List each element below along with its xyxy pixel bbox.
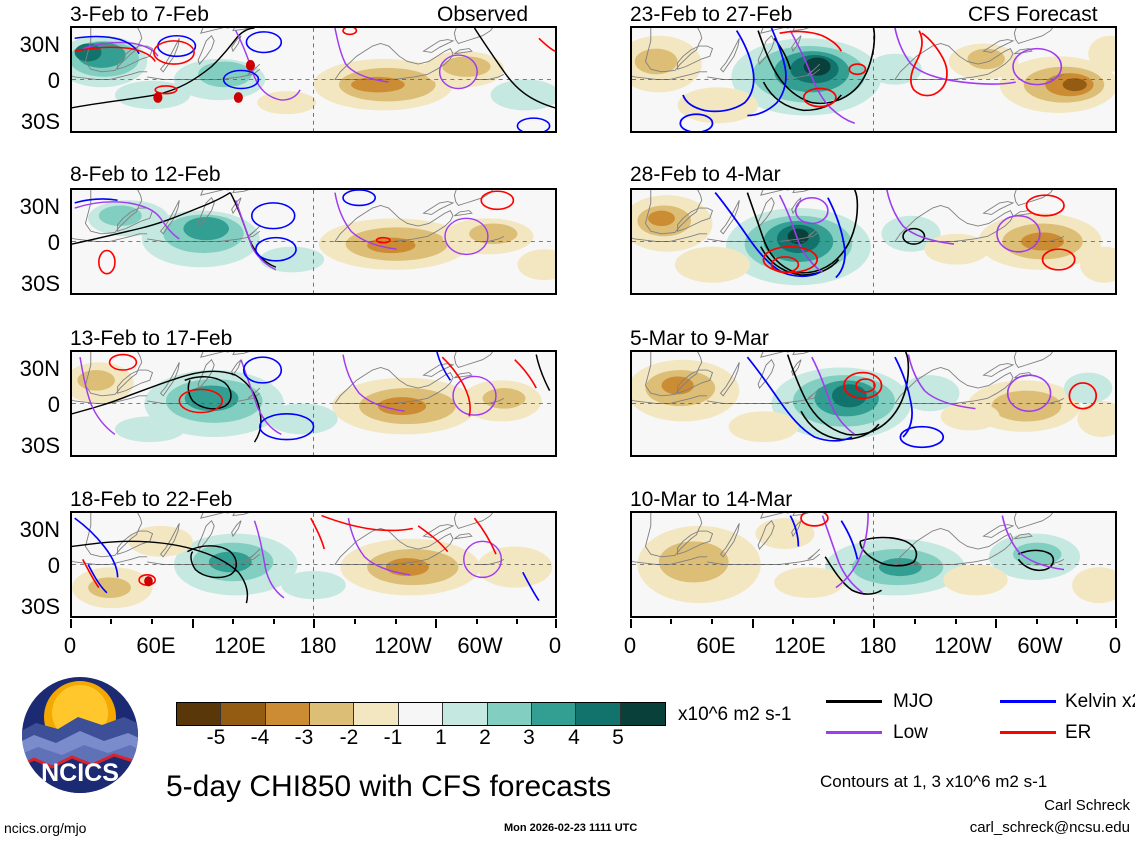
author-email: carl_schreck@ncsu.edu xyxy=(969,819,1130,836)
map-panel-1[interactable] xyxy=(70,188,557,295)
legend-label-kelvin: Kelvin x2 xyxy=(1065,691,1135,712)
colorbar-tick-8: 4 xyxy=(568,726,580,749)
legend-label-low: Low xyxy=(893,722,928,743)
ncics-logo-text: NCICS xyxy=(41,759,119,787)
yaxis-label-0-row1: 0 xyxy=(47,230,60,255)
colorbar-swatch-4 xyxy=(354,703,399,725)
site-url[interactable]: ncics.org/mjo xyxy=(4,820,87,836)
panel-title-7: 10-Mar to 14-Mar xyxy=(630,488,793,511)
figure-title: 5-day CHI850 with CFS forecasts xyxy=(166,770,612,803)
yaxis-label-30s-row2: 30S xyxy=(20,433,60,458)
yaxis-label-0-row3: 0 xyxy=(47,553,60,578)
colorbar-tick-1: -4 xyxy=(250,726,270,749)
panel-title-4: 23-Feb to 27-Feb xyxy=(630,3,793,26)
xaxis-label-left-2: 120E xyxy=(214,633,266,658)
yaxis-label-30s-row0: 30S xyxy=(20,109,60,134)
panel-title-3: 18-Feb to 22-Feb xyxy=(70,488,233,511)
colorbar[interactable] xyxy=(176,702,666,726)
contour-note: Contours at 1, 3 x10^6 m2 s-1 xyxy=(820,772,1048,791)
legend-label-mjo: MJO xyxy=(893,691,934,712)
panel-title-1: 8-Feb to 12-Feb xyxy=(70,163,221,186)
colorbar-tick-0: -5 xyxy=(206,726,226,749)
xaxis-ticks-right xyxy=(630,619,1117,628)
xaxis-label-right-6: 0 xyxy=(1108,633,1122,658)
colorbar-swatch-0 xyxy=(177,703,222,725)
yaxis-label-30s-row1: 30S xyxy=(20,271,60,296)
generation-timestamp: Mon 2026-02-23 1111 UTC xyxy=(504,822,638,834)
xaxis-label-right-4: 120W xyxy=(934,633,992,658)
panel-title-5: 28-Feb to 4-Mar xyxy=(630,163,781,186)
yaxis-label-0-row2: 0 xyxy=(47,392,60,417)
yaxis-label-30n-row1: 30N xyxy=(19,194,60,219)
map-panel-3[interactable] xyxy=(70,511,557,618)
xaxis-label-left-3: 180 xyxy=(299,633,337,658)
xaxis-label-left-6: 0 xyxy=(548,633,562,658)
colorbar-tick-3: -2 xyxy=(339,726,359,749)
author-name: Carl Schreck xyxy=(1044,797,1130,814)
yaxis-label-30n-row0: 30N xyxy=(19,32,60,57)
legend-label-er: ER xyxy=(1065,722,1092,743)
colorbar-swatch-8 xyxy=(531,703,577,725)
colorbar-swatch-5 xyxy=(398,703,444,725)
yaxis-label-30s-row3: 30S xyxy=(20,594,60,619)
xaxis-label-left-4: 120W xyxy=(374,633,432,658)
panel-title-6: 5-Mar to 9-Mar xyxy=(630,327,769,350)
legend-line-er xyxy=(1000,731,1056,734)
colorbar-tick-6: 2 xyxy=(479,726,491,749)
yaxis-label-30n-row2: 30N xyxy=(19,356,60,381)
xaxis-label-right-1: 60E xyxy=(696,633,736,658)
colorbar-swatch-7 xyxy=(487,703,532,725)
xaxis-label-left-1: 60E xyxy=(136,633,176,658)
map-panel-4[interactable] xyxy=(630,26,1117,133)
colorbar-units-label: x10^6 m2 s-1 xyxy=(678,704,792,725)
colorbar-swatch-6 xyxy=(443,703,488,725)
colorbar-swatch-10 xyxy=(620,703,665,725)
colorbar-tick-7: 3 xyxy=(523,726,535,749)
yaxis-label-0-row0: 0 xyxy=(47,68,60,93)
colorbar-tick-4: -1 xyxy=(383,726,403,749)
colorbar-swatch-2 xyxy=(265,703,311,725)
xaxis-label-right-0: 0 xyxy=(623,633,637,658)
colorbar-swatch-1 xyxy=(221,703,266,725)
colorbar-swatch-9 xyxy=(576,703,621,725)
legend-line-low xyxy=(826,731,882,734)
yaxis-label-30n-row3: 30N xyxy=(19,517,60,542)
column-header-observed: Observed xyxy=(437,3,529,26)
xaxis-ticks-left xyxy=(70,619,557,628)
legend-line-mjo xyxy=(826,700,882,703)
xaxis-label-right-3: 180 xyxy=(859,633,897,658)
column-header-forecast: CFS Forecast xyxy=(968,3,1098,26)
map-panel-7[interactable] xyxy=(630,511,1117,618)
colorbar-swatch-3 xyxy=(310,703,355,725)
panel-title-0: 3-Feb to 7-Feb xyxy=(70,3,209,26)
colorbar-tick-5: 1 xyxy=(435,726,447,749)
map-panel-0[interactable] xyxy=(70,26,557,133)
map-panel-5[interactable] xyxy=(630,188,1117,295)
colorbar-tick-2: -3 xyxy=(294,726,314,749)
panel-title-2: 13-Feb to 17-Feb xyxy=(70,327,233,350)
xaxis-label-left-0: 0 xyxy=(63,633,77,658)
ncics-logo[interactable]: NCICS xyxy=(18,673,142,797)
map-panel-2[interactable] xyxy=(70,350,557,457)
xaxis-label-right-5: 60W xyxy=(1017,633,1063,658)
xaxis-label-right-2: 120E xyxy=(774,633,826,658)
xaxis-label-left-5: 60W xyxy=(457,633,503,658)
legend-line-kelvin xyxy=(1000,700,1056,703)
colorbar-tick-9: 5 xyxy=(612,726,624,749)
map-panel-6[interactable] xyxy=(630,350,1117,457)
